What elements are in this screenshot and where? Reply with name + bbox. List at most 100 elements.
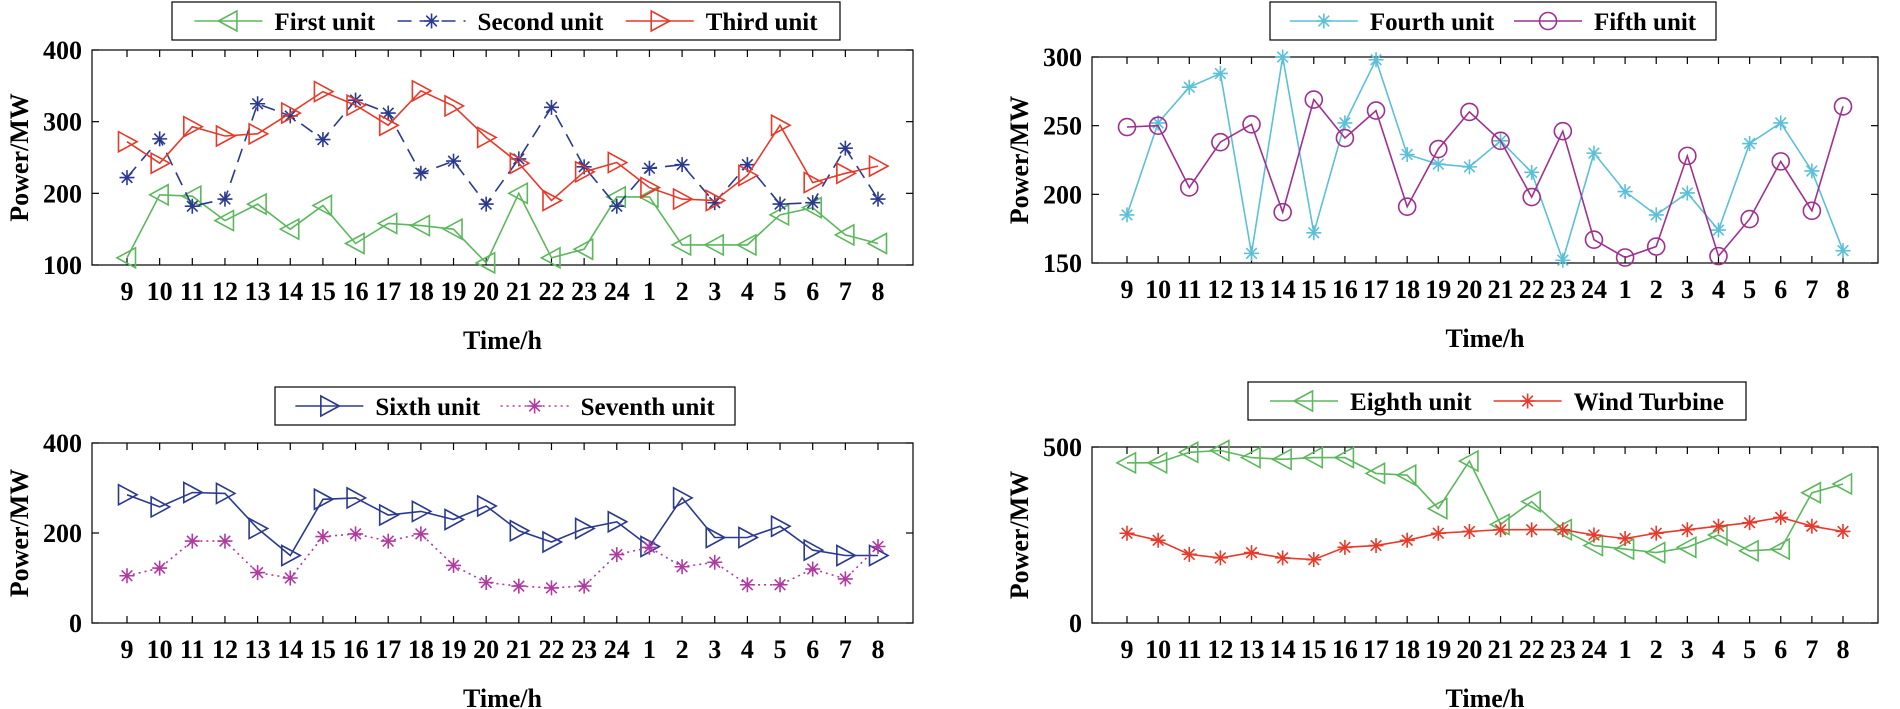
data-point-seventh-unit	[184, 533, 200, 549]
x-tick-label: 10	[1145, 635, 1171, 664]
data-point-fourth-unit	[1212, 65, 1228, 81]
x-tick-label: 4	[741, 277, 754, 306]
data-point-seventh-unit	[674, 559, 690, 575]
data-point-seventh-unit	[641, 539, 657, 555]
data-point-eighth-unit	[1177, 440, 1199, 464]
x-tick-label: 18	[1394, 635, 1420, 664]
data-point-seventh-unit	[707, 554, 723, 570]
legend: Sixth unit Seventh unit	[274, 386, 736, 426]
data-point-fifth-unit	[1366, 101, 1386, 120]
x-tick-label: 21	[506, 277, 532, 306]
data-point-eighth-unit	[1831, 472, 1853, 496]
y-axis-label: Power/MW	[5, 469, 34, 598]
x-tick-label: 3	[1681, 635, 1694, 664]
data-point-eighth-unit	[1426, 497, 1448, 520]
y-tick-label: 0	[1069, 609, 1082, 638]
x-tick-label: 2	[676, 277, 689, 306]
data-point-third-unit	[346, 93, 368, 117]
x-tick-label: 20	[1456, 635, 1482, 664]
series-first-unit	[115, 181, 888, 275]
x-tick-label: 22	[538, 635, 564, 664]
data-point-fifth-unit	[1273, 202, 1292, 222]
x-tick-label: 8	[1837, 275, 1850, 304]
data-point-third-unit	[672, 187, 694, 211]
data-point-third-unit	[117, 130, 139, 154]
data-point-third-unit	[509, 151, 531, 175]
x-tick-label: 21	[1488, 635, 1514, 664]
data-point-sixth-unit	[346, 486, 368, 510]
data-point-seventh-unit	[250, 565, 266, 581]
legend-marker-sixth-unit	[320, 394, 342, 418]
legend-marker-fifth-unit	[1538, 11, 1558, 31]
y-tick-label: 400	[43, 429, 82, 458]
x-tick-label: 22	[1519, 635, 1545, 664]
y-tick-label: 200	[43, 179, 82, 208]
data-point-eighth-unit	[1800, 481, 1822, 505]
data-point-sixth-unit	[476, 494, 498, 518]
data-point-second-unit	[217, 191, 233, 207]
data-point-eighth-unit	[1644, 541, 1666, 564]
data-point-fifth-unit	[1584, 230, 1604, 249]
data-point-eighth-unit	[1737, 539, 1759, 563]
x-tick-label: 18	[408, 277, 434, 306]
legend-label-wind-turbine: Wind Turbine	[1574, 389, 1724, 416]
series-seventh-unit	[119, 526, 886, 596]
data-point-fourth-unit	[1555, 252, 1571, 268]
data-point-eighth-unit	[1364, 462, 1386, 485]
data-point-eighth-unit	[1270, 447, 1292, 471]
legend-box	[171, 1, 841, 41]
data-point-third-unit	[313, 80, 335, 103]
data-point-seventh-unit	[543, 580, 559, 596]
x-tick-label: 13	[1239, 275, 1265, 304]
legend-marker-seventh-unit	[527, 398, 543, 414]
series-line-eighth-unit	[1127, 449, 1844, 554]
series-line-wind-turbine	[1126, 516, 1844, 561]
data-point-second-unit	[478, 196, 494, 212]
data-point-wind-turbine	[1461, 523, 1477, 539]
x-tick-label: 6	[1774, 635, 1787, 664]
data-point-wind-turbine	[1119, 525, 1135, 541]
series-wind-turbine	[1119, 509, 1851, 568]
y-tick-label: 100	[43, 251, 82, 280]
series-line-seventh-unit	[126, 533, 879, 589]
series-line-third-unit	[126, 89, 879, 202]
series-line-sixth-unit	[126, 491, 878, 557]
y-tick-label: 250	[1043, 112, 1082, 141]
data-point-eighth-unit	[1115, 451, 1137, 475]
data-point-eighth-unit	[1675, 535, 1697, 559]
data-point-first-unit	[539, 246, 561, 270]
data-point-first-unit	[507, 181, 529, 205]
data-point-fourth-unit	[1244, 245, 1260, 261]
plot-area	[1091, 446, 1879, 624]
data-point-fourth-unit	[1399, 147, 1415, 163]
legend-label-second-unit: Second unit	[478, 9, 604, 36]
x-tick-label: 6	[806, 277, 819, 306]
x-tick-label: 17	[1363, 635, 1389, 664]
data-point-third-unit	[640, 176, 662, 199]
data-point-second-unit	[152, 131, 168, 147]
data-point-second-unit	[413, 165, 429, 181]
x-tick-label: 12	[212, 635, 238, 664]
x-axis-label: Time/h	[1446, 684, 1526, 709]
x-tick-label: 10	[147, 635, 173, 664]
data-point-fourth-unit	[1742, 136, 1758, 152]
x-tick-label: 12	[212, 277, 238, 306]
data-point-second-unit	[772, 196, 788, 212]
legend-label-third-unit: Third unit	[706, 9, 819, 36]
data-point-seventh-unit	[152, 560, 168, 576]
x-tick-label: 20	[473, 277, 499, 306]
data-point-second-unit	[250, 96, 266, 112]
data-point-second-unit	[805, 195, 821, 211]
legend-marker-wind-turbine	[1520, 393, 1536, 409]
data-point-sixth-unit	[117, 483, 139, 507]
data-point-eighth-unit	[1520, 490, 1541, 513]
data-point-wind-turbine	[1181, 546, 1197, 562]
data-point-wind-turbine	[1804, 518, 1820, 534]
data-point-wind-turbine	[1773, 509, 1789, 525]
data-point-wind-turbine	[1275, 550, 1291, 566]
data-point-second-unit	[609, 198, 625, 214]
x-tick-label: 14	[1270, 275, 1296, 304]
data-point-fifth-unit	[1211, 132, 1230, 152]
